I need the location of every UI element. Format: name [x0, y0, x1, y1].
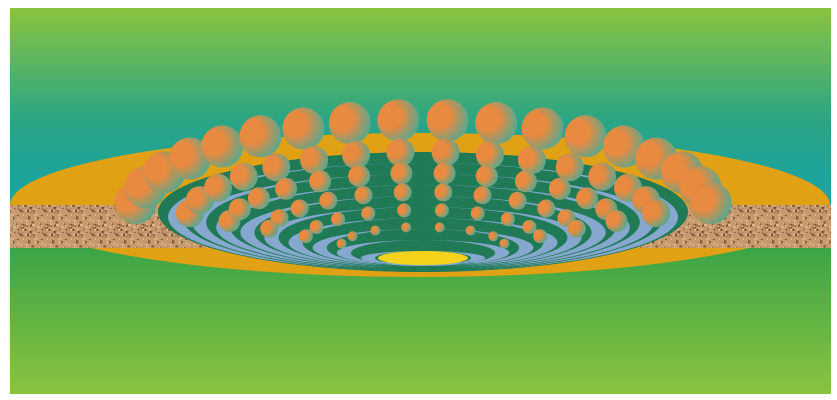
seat-sphere	[300, 146, 329, 174]
seat-sphere	[426, 99, 469, 142]
floor-pool	[378, 251, 468, 265]
seat-sphere	[386, 138, 415, 167]
seat-sphere	[370, 225, 381, 236]
seat-sphere	[434, 183, 453, 202]
seat-sphere	[298, 229, 313, 244]
seat-sphere	[309, 220, 324, 234]
seat-sphere	[567, 219, 586, 238]
seat-sphere	[270, 209, 289, 228]
seat-sphere	[342, 140, 370, 169]
seat-sphere	[348, 165, 371, 187]
seat-sphere	[328, 102, 371, 145]
seat-sphere	[201, 125, 244, 168]
seat-sphere	[247, 187, 270, 210]
seat-sphere	[465, 225, 476, 236]
seat-sphere	[476, 140, 504, 169]
seat-sphere	[508, 191, 527, 210]
seat-sphere	[533, 229, 548, 244]
seat-sphere	[521, 107, 564, 150]
seat-sphere	[555, 153, 584, 182]
seat-sphere	[689, 182, 732, 225]
seat-sphere	[282, 107, 325, 150]
seat-sphere	[262, 153, 291, 182]
seat-sphere	[433, 162, 456, 185]
seat-sphere	[390, 162, 413, 185]
seat-sphere	[434, 222, 445, 233]
seat-sphere	[564, 115, 607, 158]
seat-sphere	[393, 183, 412, 202]
seat-sphere	[517, 146, 546, 174]
seat-sphere	[514, 170, 537, 193]
sphere-rows	[114, 99, 732, 249]
seat-sphere	[319, 191, 338, 210]
seat-sphere	[588, 162, 617, 191]
seat-sphere	[331, 212, 346, 227]
seat-sphere	[168, 137, 211, 180]
seat-sphere	[475, 102, 518, 145]
seat-sphere	[500, 212, 515, 227]
seat-sphere	[229, 162, 258, 191]
seat-sphere	[576, 187, 599, 210]
seat-sphere	[548, 177, 571, 200]
seat-sphere	[605, 210, 628, 233]
seat-sphere	[361, 206, 376, 221]
seat-sphere	[499, 238, 510, 249]
seat-sphere	[347, 231, 358, 242]
seat-sphere	[275, 177, 298, 200]
seat-sphere	[290, 199, 309, 218]
seat-sphere	[537, 199, 556, 218]
seat-sphere	[642, 199, 671, 228]
seat-sphere	[397, 203, 412, 218]
seat-sphere	[309, 170, 332, 193]
seat-sphere	[475, 165, 498, 187]
seat-sphere	[434, 203, 449, 218]
seat-sphere	[377, 99, 420, 142]
seat-sphere	[431, 138, 460, 167]
seat-sphere	[401, 222, 412, 233]
seat-sphere	[239, 115, 282, 158]
seat-sphere	[470, 206, 485, 221]
seat-sphere	[473, 186, 492, 205]
seat-sphere	[354, 186, 373, 205]
seat-sphere	[522, 220, 537, 234]
seat-sphere	[204, 173, 232, 202]
seat-sphere	[336, 238, 347, 249]
seat-sphere	[602, 125, 645, 168]
seat-sphere	[228, 198, 251, 221]
seat-sphere	[488, 231, 499, 242]
